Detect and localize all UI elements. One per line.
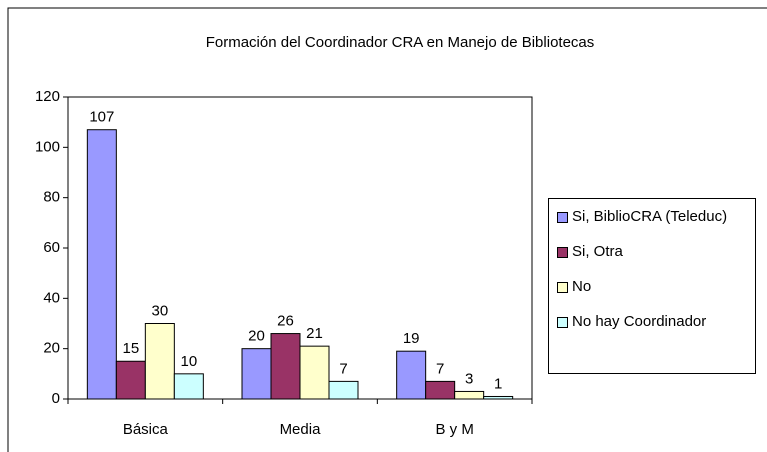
data-label: 21: [306, 325, 323, 342]
bar: [483, 395, 514, 400]
data-label: 107: [89, 109, 114, 126]
data-label: 20: [248, 328, 265, 345]
bar: [425, 380, 456, 400]
x-tick-label: Media: [280, 421, 322, 438]
x-tick-label: Básica: [123, 421, 169, 438]
legend-swatch: [557, 282, 568, 293]
data-label: 26: [277, 313, 294, 330]
data-label: 19: [403, 330, 420, 347]
bar: [270, 333, 301, 400]
x-tick-label: B y M: [435, 421, 473, 438]
bar: [86, 129, 117, 400]
legend-item: Si, Otra: [557, 242, 751, 261]
bar: [115, 360, 146, 400]
y-tick-label: 20: [43, 340, 60, 357]
data-label: 1: [494, 375, 502, 392]
chart-frame: [7, 7, 767, 452]
legend-label: Si, Otra: [572, 243, 623, 260]
legend-swatch: [557, 247, 568, 258]
y-tick-label: 100: [35, 138, 60, 155]
legend-item: No: [557, 277, 751, 296]
legend-item: Si, BiblioCRA (Teleduc): [557, 207, 751, 226]
y-tick-label: 40: [43, 289, 60, 306]
legend-swatch: [557, 317, 568, 328]
data-label: 15: [122, 340, 139, 357]
data-label: 10: [180, 353, 197, 370]
bar: [144, 323, 175, 400]
y-tick-label: 60: [43, 239, 60, 256]
legend-item: No hay Coordinador: [557, 312, 751, 331]
legend-label: No: [572, 278, 592, 295]
bar: [299, 345, 330, 400]
y-tick-label: 0: [52, 390, 60, 407]
chart-title: Formación del Coordinador CRA en Manejo …: [206, 34, 595, 51]
bar: [328, 380, 359, 400]
data-label: 7: [339, 360, 347, 377]
data-label: 3: [465, 370, 473, 387]
legend: Si, BiblioCRA (Teleduc) Si, Otra No No hay …: [548, 198, 756, 374]
data-label: 30: [151, 302, 168, 319]
y-tick-label: 120: [35, 88, 60, 105]
bar: [396, 350, 427, 400]
bar: [454, 390, 485, 400]
y-tick-label: 80: [43, 189, 60, 206]
legend-swatch: [557, 212, 568, 223]
data-label: 7: [436, 360, 444, 377]
legend-label: Si, BiblioCRA (Teleduc): [572, 208, 728, 225]
bar: [241, 348, 272, 400]
legend-label: No hay Coordinador: [572, 313, 707, 330]
bar: [173, 373, 204, 400]
